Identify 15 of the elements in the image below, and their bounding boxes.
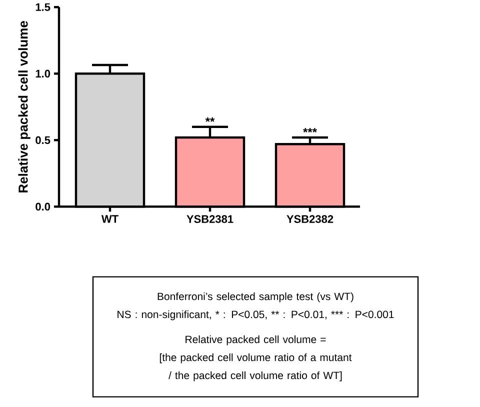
y-tick-label: 0.0 <box>36 202 50 211</box>
y-tick-label: 1.0 <box>36 70 50 78</box>
text: Relative packed cell volume = <box>186 336 326 346</box>
x-tick-label: WT <box>101 215 118 223</box>
y-axis-title: Relative packed cell volume <box>18 21 30 192</box>
x-tick-label: YSB2381 <box>186 215 234 224</box>
text: NS : non-significant, * : P<0.05, ** : P<0.01, *** : P<0.001 <box>118 310 394 320</box>
y-tick-label: 0.5 <box>36 136 50 144</box>
annotation: *** <box>303 128 317 133</box>
text: / the packed cell volume ratio of WT] <box>168 372 342 382</box>
text: [the packed cell volume ratio of a mutant <box>160 354 352 364</box>
y-tick-label: 1.5 <box>36 3 50 12</box>
text: Bonferroni’s selected sample test (vs WT) <box>158 292 354 302</box>
annotation: ** <box>205 117 215 122</box>
x-tick-label: YSB2382 <box>286 215 334 224</box>
